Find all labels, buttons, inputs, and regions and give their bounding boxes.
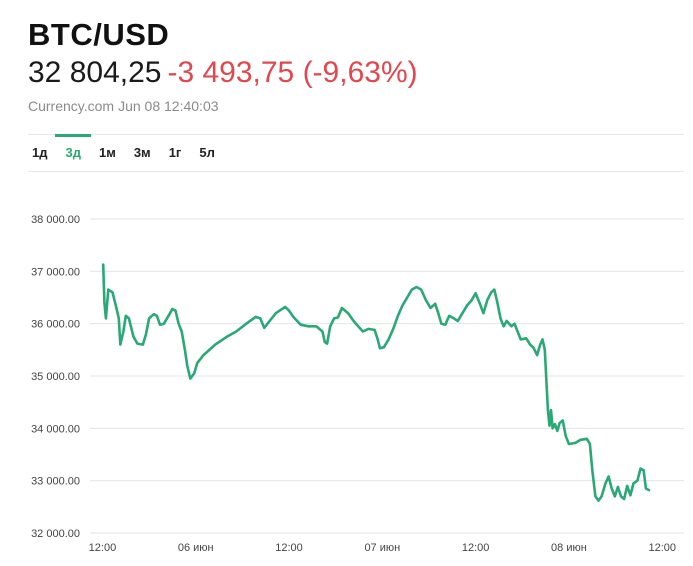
tab-3d[interactable]: 3д	[55, 134, 92, 171]
price-change: -3 493,75 (-9,63%)	[167, 56, 418, 89]
tab-1d[interactable]: 1д	[32, 145, 48, 160]
x-tick-label: 12:00	[275, 542, 303, 554]
period-tabs: 1д 3д 1м 3м 1г 5л	[28, 134, 684, 171]
x-tick-label: 12:00	[462, 542, 490, 554]
y-tick-label: 34 000.00	[31, 423, 80, 435]
tab-1y[interactable]: 1г	[168, 145, 182, 160]
source-name: Currency.com	[28, 98, 115, 114]
tab-5y[interactable]: 5л	[199, 145, 215, 160]
quote-header: BTC/USD 32 804,25 -3 493,75 (-9,63%) Curr…	[28, 16, 418, 114]
quote-source: Currency.com Jun 08 12:40:03	[28, 98, 418, 114]
x-tick-label: 12:00	[648, 542, 676, 554]
y-tick-label: 37 000.00	[31, 266, 80, 278]
y-tick-label: 38 000.00	[31, 214, 80, 226]
price-series-line	[101, 263, 651, 502]
x-tick-label: 08 июн	[551, 542, 587, 554]
x-tick-label: 06 июн	[178, 542, 214, 554]
instrument-symbol: BTC/USD	[28, 17, 170, 52]
current-price: 32 804,25	[28, 56, 162, 89]
period-tabs-bar: 1д 3д 1м 3м 1г 5л	[28, 134, 684, 172]
x-tick-label: 12:00	[89, 542, 117, 554]
quote-line: 32 804,25 -3 493,75 (-9,63%)	[28, 54, 418, 92]
tab-3m[interactable]: 3м	[133, 145, 151, 160]
y-tick-label: 35 000.00	[31, 371, 80, 383]
x-tick-label: 07 июн	[364, 542, 400, 554]
y-tick-label: 36 000.00	[31, 319, 80, 331]
y-tick-label: 33 000.00	[31, 476, 80, 488]
tab-1m[interactable]: 1м	[98, 145, 116, 160]
y-tick-label: 32 000.00	[31, 528, 80, 540]
quote-timestamp: Jun 08 12:40:03	[118, 98, 219, 114]
